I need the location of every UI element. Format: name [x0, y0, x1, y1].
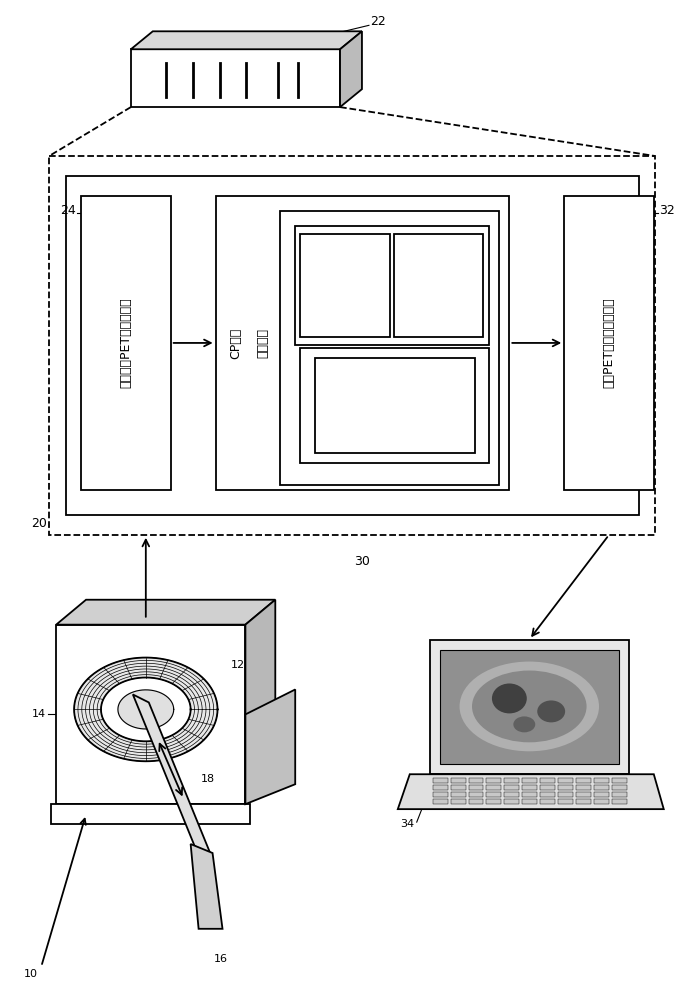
- Polygon shape: [340, 31, 362, 107]
- Bar: [576, 792, 591, 797]
- Polygon shape: [191, 844, 222, 929]
- Bar: [487, 799, 501, 804]
- Bar: [540, 778, 555, 783]
- Bar: [522, 778, 538, 783]
- Bar: [451, 792, 466, 797]
- Text: 重建PET图像数据存储器: 重建PET图像数据存储器: [603, 298, 615, 388]
- Ellipse shape: [513, 716, 535, 732]
- Bar: [594, 792, 609, 797]
- Bar: [505, 799, 519, 804]
- Bar: [612, 799, 627, 804]
- Bar: [487, 778, 501, 783]
- Bar: [66, 176, 639, 515]
- Bar: [468, 785, 484, 790]
- Ellipse shape: [492, 683, 527, 713]
- Bar: [468, 778, 484, 783]
- Bar: [540, 799, 555, 804]
- Ellipse shape: [472, 671, 586, 742]
- Text: 32: 32: [658, 204, 675, 217]
- Bar: [576, 785, 591, 790]
- Bar: [505, 785, 519, 790]
- Bar: [487, 785, 501, 790]
- Bar: [522, 792, 538, 797]
- Bar: [433, 785, 447, 790]
- Bar: [215, 196, 510, 490]
- Bar: [131, 49, 340, 107]
- Bar: [315, 358, 475, 453]
- Polygon shape: [131, 31, 362, 49]
- Text: 20: 20: [31, 517, 48, 530]
- Text: 18: 18: [201, 774, 215, 784]
- Text: 24: 24: [60, 204, 76, 217]
- Polygon shape: [118, 690, 173, 729]
- Text: 10: 10: [24, 969, 38, 979]
- Text: t₀: t₀: [434, 308, 444, 321]
- Bar: [451, 785, 466, 790]
- Bar: [594, 785, 609, 790]
- Text: 优化程序: 优化程序: [257, 328, 270, 358]
- Bar: [564, 196, 654, 490]
- Polygon shape: [74, 658, 217, 761]
- Bar: [433, 778, 447, 783]
- Text: 30: 30: [354, 555, 370, 568]
- Polygon shape: [430, 640, 629, 774]
- Bar: [295, 226, 489, 345]
- Bar: [559, 792, 573, 797]
- Bar: [612, 785, 627, 790]
- Bar: [300, 234, 390, 337]
- Bar: [468, 792, 484, 797]
- Text: 12: 12: [231, 660, 245, 670]
- Bar: [505, 778, 519, 783]
- Polygon shape: [398, 774, 664, 809]
- Polygon shape: [440, 650, 619, 764]
- Bar: [594, 778, 609, 783]
- Text: CP重建: CP重建: [229, 327, 242, 359]
- Text: TV约束: TV约束: [432, 261, 445, 290]
- Text: 22: 22: [370, 15, 386, 28]
- Polygon shape: [133, 694, 210, 854]
- Bar: [576, 778, 591, 783]
- Bar: [81, 196, 171, 490]
- Bar: [559, 778, 573, 783]
- Bar: [594, 799, 609, 804]
- Polygon shape: [56, 625, 245, 804]
- Bar: [49, 156, 655, 535]
- Bar: [612, 778, 627, 783]
- Polygon shape: [56, 600, 275, 625]
- Ellipse shape: [459, 662, 599, 751]
- Bar: [559, 785, 573, 790]
- Bar: [576, 799, 591, 804]
- Bar: [280, 211, 499, 485]
- Polygon shape: [101, 678, 191, 741]
- Bar: [540, 785, 555, 790]
- Text: 散度
D(gₘ,g): 散度 D(gₘ,g): [381, 384, 409, 428]
- Polygon shape: [51, 804, 250, 824]
- Text: 14: 14: [32, 709, 46, 719]
- Polygon shape: [245, 600, 275, 804]
- Bar: [505, 792, 519, 797]
- Text: 16: 16: [213, 954, 227, 964]
- Bar: [433, 799, 447, 804]
- Bar: [394, 234, 484, 337]
- Bar: [522, 785, 538, 790]
- Bar: [559, 799, 573, 804]
- Bar: [451, 778, 466, 783]
- Bar: [612, 792, 627, 797]
- Bar: [300, 348, 489, 463]
- Polygon shape: [245, 689, 295, 804]
- Text: 模糊矩阵G: 模糊矩阵G: [338, 267, 352, 304]
- Text: 列表模式PET数据存储器: 列表模式PET数据存储器: [120, 298, 132, 388]
- Text: 34: 34: [401, 819, 415, 829]
- Bar: [487, 792, 501, 797]
- Bar: [433, 792, 447, 797]
- Ellipse shape: [538, 700, 565, 722]
- Bar: [540, 792, 555, 797]
- Bar: [451, 799, 466, 804]
- Bar: [522, 799, 538, 804]
- Bar: [468, 799, 484, 804]
